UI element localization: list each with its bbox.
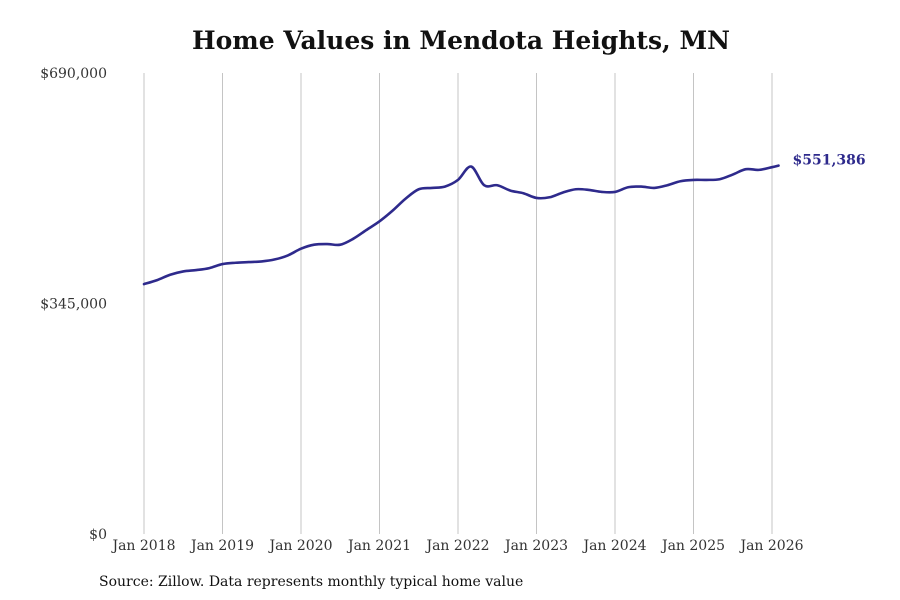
x-tick-label: Jan 2019 bbox=[189, 538, 254, 554]
x-axis-ticks: Jan 2018 Jan 2019 Jan 2020 Jan 2021 Jan 2022… bbox=[110, 538, 803, 554]
x-tick-label: Jan 2025 bbox=[660, 538, 725, 554]
x-tick-label: Jan 2020 bbox=[267, 538, 332, 554]
y-tick-label: $690,000 bbox=[40, 66, 107, 82]
gridlines bbox=[143, 73, 773, 534]
series-layer bbox=[142, 164, 780, 286]
x-tick-label: Jan 2018 bbox=[110, 538, 175, 554]
end-label-layer: $551,386 bbox=[793, 153, 866, 169]
chart-title: Home Values in Mendota Heights, MN bbox=[192, 26, 730, 55]
end-value-label: $551,386 bbox=[793, 153, 866, 169]
x-tick-label: Jan 2024 bbox=[581, 538, 646, 554]
x-tick-label: Jan 2026 bbox=[738, 538, 803, 554]
x-tick-label: Jan 2021 bbox=[346, 538, 411, 554]
source-note: Source: Zillow. Data represents monthly … bbox=[99, 574, 524, 590]
x-tick-label: Jan 2023 bbox=[503, 538, 568, 554]
series-line bbox=[142, 164, 780, 286]
y-tick-label: $0 bbox=[89, 527, 107, 543]
y-tick-label: $345,000 bbox=[40, 297, 107, 313]
x-tick-label: Jan 2022 bbox=[424, 538, 489, 554]
y-axis-ticks: $0 $345,000 $690,000 bbox=[40, 66, 107, 543]
